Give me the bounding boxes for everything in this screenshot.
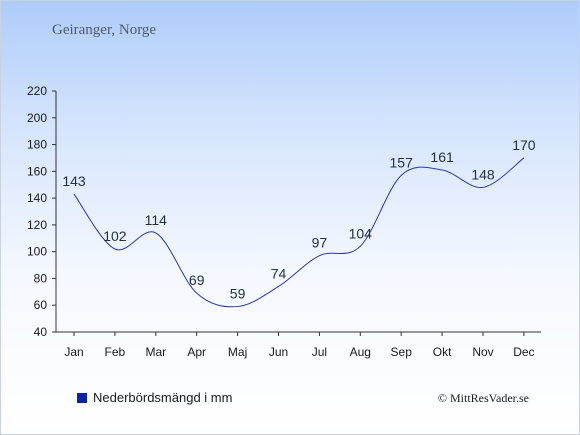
x-tick-label: Sep [391,345,413,359]
y-tick-label: 180 [27,138,47,152]
y-tick-label: 100 [27,245,47,259]
data-label: 69 [189,272,205,288]
x-axis-ticks: Jan Feb Mar Apr Maj Jun Jul Aug Sep Okt Nov Dec [64,332,535,359]
y-tick-label: 140 [27,191,47,205]
data-label: 143 [62,173,86,189]
x-tick-label: Aug [350,345,371,359]
x-tick-label: Apr [187,345,206,359]
data-labels: 143 102 114 69 59 74 97 104 157 161 148 170 [62,137,535,302]
y-axis-ticks: 40 60 80 100 120 140 160 180 200 220 [27,84,56,339]
x-tick-label: Dec [513,345,534,359]
data-label: 59 [230,286,246,302]
y-tick-label: 200 [27,111,47,125]
x-tick-label: Jan [64,345,83,359]
data-label: 74 [271,265,287,281]
precipitation-series-line [73,157,525,308]
axes [55,91,541,333]
x-tick-label: Mar [145,345,166,359]
data-label: 102 [103,228,127,244]
y-tick-label: 80 [34,271,48,285]
x-tick-label: Jun [269,345,288,359]
y-tick-label: 40 [34,325,48,339]
y-tick-label: 220 [27,84,47,98]
x-tick-label: Okt [433,345,452,359]
legend-swatch-icon [77,392,87,403]
data-label: 148 [471,166,495,182]
chart-title: Geiranger, Norge [52,22,157,38]
x-tick-label: Jul [312,345,327,359]
legend-label: Nederbördsmängd i mm [93,390,233,405]
legend: Nederbördsmängd i mm [77,390,232,405]
x-tick-label: Maj [228,345,247,359]
copyright-text: © MittResVader.se [437,391,529,405]
x-tick-label: Feb [105,345,126,359]
data-label: 104 [349,225,373,241]
y-tick-label: 160 [27,164,47,178]
data-label: 114 [145,212,168,228]
data-label: 157 [390,154,414,170]
data-label: 161 [430,149,454,165]
data-label: 170 [512,137,536,153]
y-tick-label: 60 [34,298,48,312]
y-tick-label: 120 [27,218,47,232]
x-tick-label: Nov [472,345,493,359]
data-label: 97 [312,235,328,251]
